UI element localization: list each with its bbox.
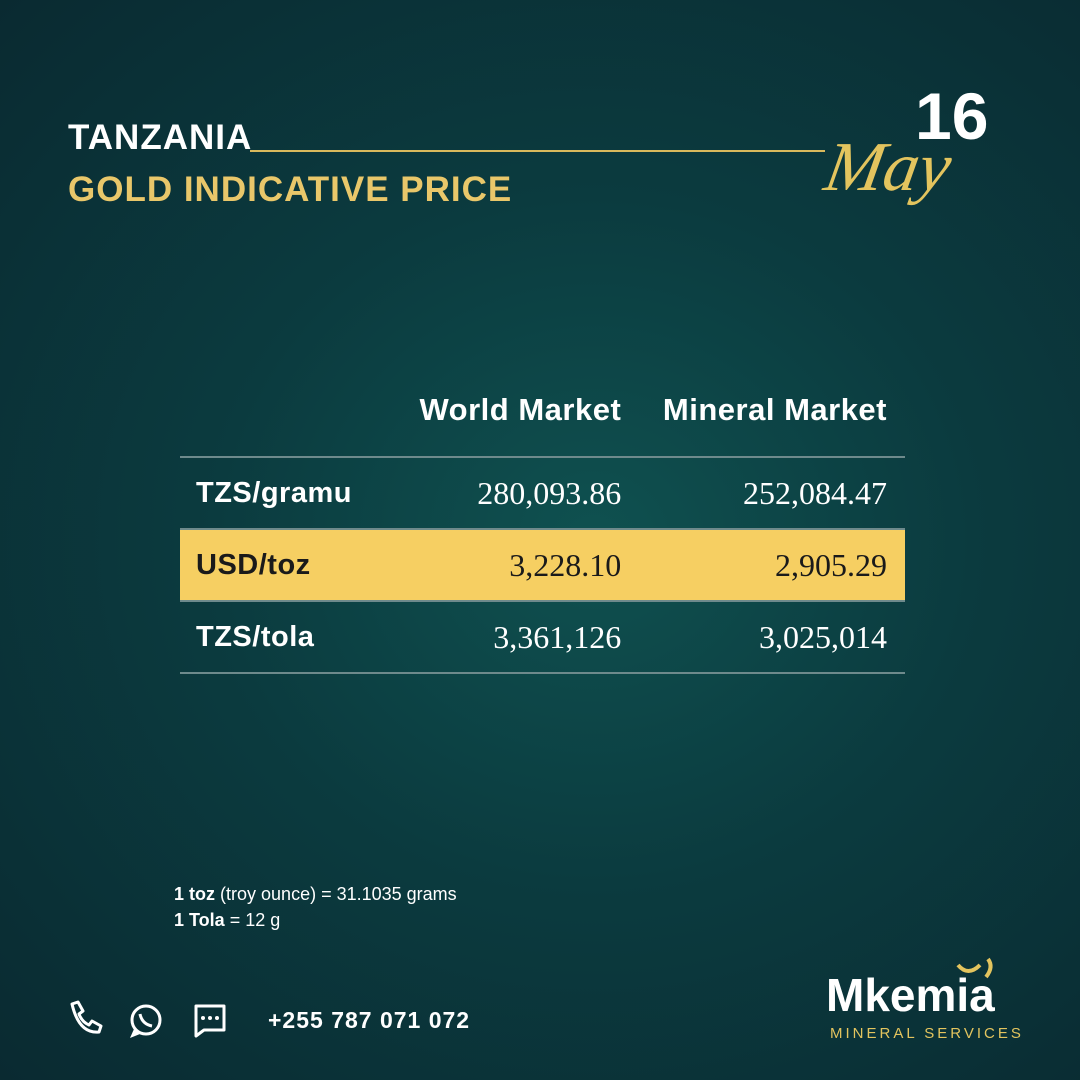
message-icon [194, 1004, 226, 1038]
column-header: Mineral Market [662, 392, 887, 427]
corner [180, 384, 398, 457]
phone-icon [70, 1000, 103, 1034]
note: 1 toz (troy ounce) = 31.1035 grams [174, 884, 457, 905]
header-row: World Market Mineral Market [180, 384, 905, 457]
divider [250, 150, 825, 152]
cell: 2,905.29 [639, 528, 905, 601]
cell: 252,084.47 [639, 456, 905, 529]
note: 1 Tola = 12 g [174, 910, 280, 931]
cell: 3,361,126 [398, 600, 640, 674]
price-table: World Market Mineral Market TZS/gramu 28… [180, 384, 905, 674]
row-label: TZS/gramu [180, 456, 398, 529]
column-header: World Market [419, 392, 622, 427]
phone-number: +255 787 071 072 [268, 1007, 471, 1033]
row: TZS/tola 3,361,126 3,025,014 [180, 600, 905, 674]
row-highlight: USD/toz 3,228.10 2,905.29 [180, 528, 905, 601]
note-term: 1 toz [174, 884, 216, 904]
whatsapp-icon [130, 1004, 162, 1038]
row-label: TZS/tola [180, 600, 398, 674]
note-text: = 12 g [229, 910, 281, 930]
note-text: (troy ounce) = 31.1035 grams [220, 884, 457, 904]
logo-name: Mkemia [826, 969, 995, 1021]
logo-mark [956, 957, 993, 979]
country: TANZANIA [68, 118, 253, 157]
date-day: 16 [915, 79, 989, 153]
date-month: May [819, 129, 958, 206]
logo-tagline: MINERAL SERVICES [830, 1025, 1024, 1042]
note-term: 1 Tola [174, 910, 225, 930]
row: TZS/gramu 280,093.86 252,084.47 [180, 456, 905, 529]
cell: 280,093.86 [398, 456, 640, 529]
contact-icons [70, 1000, 226, 1038]
cell: 3,228.10 [398, 528, 640, 601]
title: GOLD INDICATIVE PRICE [68, 170, 513, 209]
cell: 3,025,014 [639, 600, 905, 674]
row-label: USD/toz [180, 528, 398, 601]
